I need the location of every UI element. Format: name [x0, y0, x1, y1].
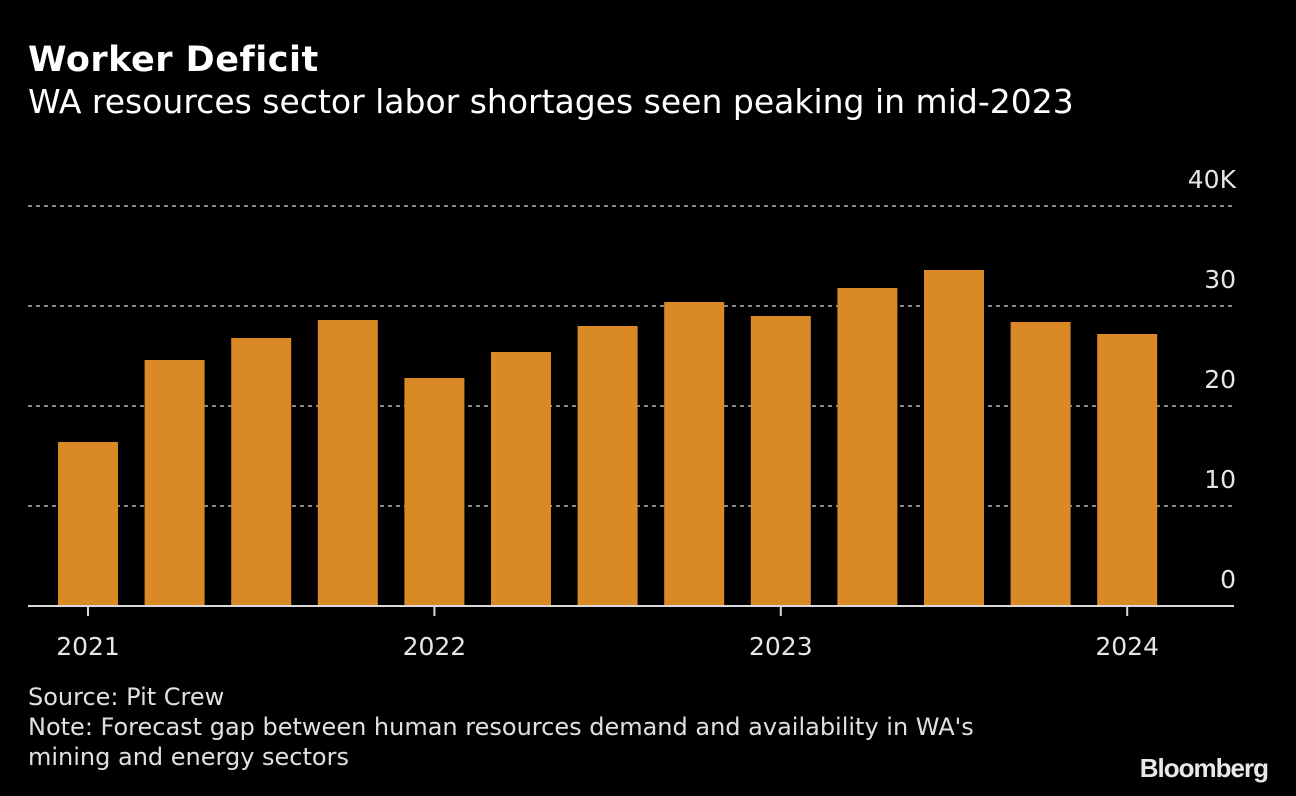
bar [750, 316, 811, 606]
y-tick-label: 20 [1204, 365, 1236, 394]
bar [924, 270, 984, 606]
bar [577, 326, 638, 606]
bars [58, 270, 1158, 606]
y-tick-label: 10 [1204, 465, 1236, 494]
bar [404, 378, 465, 606]
bar [317, 320, 378, 606]
y-tick-label: 40K [1188, 165, 1237, 194]
bar [58, 442, 118, 606]
x-axis: 2021 2022 2023 2024 [28, 605, 1234, 661]
chart-title: Worker Deficit [28, 40, 319, 80]
bloomberg-logo: Bloomberg [1139, 753, 1269, 783]
bar [837, 288, 898, 606]
footnote: Note: Forecast gap between human resourc… [28, 713, 974, 771]
x-tick-label: 2024 [1095, 632, 1159, 661]
bar [664, 302, 725, 606]
source-note: Source: Pit Crew [28, 683, 225, 711]
y-tick-label: 0 [1220, 565, 1236, 594]
bar [144, 360, 205, 606]
bar [1010, 322, 1071, 606]
bar [491, 352, 551, 606]
bar [231, 338, 292, 606]
bar-chart: 0 10 20 30 40K 2021 2022 2023 2024 [28, 165, 1237, 661]
chart-subtitle: WA resources sector labor shortages seen… [28, 82, 1074, 121]
x-tick-label: 2022 [403, 632, 467, 661]
y-axis-ticks: 0 10 20 30 40K [1188, 165, 1237, 594]
bar [1097, 334, 1158, 606]
y-tick-label: 30 [1204, 265, 1236, 294]
x-tick-label: 2023 [749, 632, 813, 661]
x-tick-label: 2021 [56, 632, 120, 661]
